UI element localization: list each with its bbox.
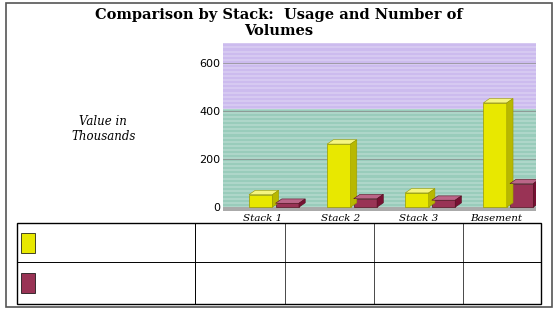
Bar: [223, 191, 536, 195]
Bar: [223, 162, 536, 166]
Bar: [223, 187, 536, 191]
Bar: [223, 195, 536, 199]
Bar: [483, 103, 507, 207]
Bar: [17, 223, 541, 304]
Polygon shape: [249, 190, 278, 195]
Polygon shape: [507, 99, 513, 207]
Bar: [223, 105, 536, 109]
Bar: [223, 68, 536, 72]
Text: Usage, 2000 -- 2001: Usage, 2000 -- 2001: [40, 238, 140, 247]
Bar: [405, 193, 429, 207]
Polygon shape: [429, 188, 435, 207]
Polygon shape: [405, 188, 435, 193]
Bar: [223, 117, 536, 121]
Text: 59.3: 59.3: [406, 237, 431, 248]
Bar: [223, 138, 536, 142]
Bar: [223, 113, 536, 117]
Polygon shape: [350, 140, 357, 207]
Polygon shape: [533, 179, 540, 207]
Bar: [223, 170, 536, 175]
Bar: [432, 200, 455, 207]
Bar: [223, 43, 536, 47]
Bar: [510, 184, 533, 207]
Bar: [223, 80, 536, 84]
Polygon shape: [299, 199, 305, 207]
Bar: [223, 121, 536, 125]
Bar: [223, 60, 536, 64]
Text: # Volumes Surveyed: # Volumes Surveyed: [40, 278, 142, 287]
Bar: [223, 199, 536, 203]
Polygon shape: [455, 196, 461, 207]
Bar: [223, 207, 536, 211]
Bar: [223, 51, 536, 56]
Polygon shape: [354, 194, 383, 199]
Bar: [276, 203, 299, 207]
Bar: [223, 97, 536, 101]
Text: 52.0: 52.0: [228, 237, 252, 248]
Polygon shape: [276, 199, 305, 203]
Text: Comparison by Stack:  Usage and Number of
Volumes: Comparison by Stack: Usage and Number of…: [95, 8, 463, 38]
Bar: [223, 175, 536, 179]
Polygon shape: [483, 99, 513, 103]
Text: 262.0: 262.0: [313, 237, 345, 248]
Bar: [21, 273, 35, 293]
Polygon shape: [377, 194, 383, 207]
Bar: [223, 158, 536, 162]
Polygon shape: [432, 196, 461, 200]
Bar: [354, 199, 377, 207]
Text: 433.0: 433.0: [486, 237, 518, 248]
Polygon shape: [510, 179, 540, 184]
Bar: [223, 47, 536, 51]
Bar: [223, 84, 536, 88]
Bar: [249, 195, 272, 207]
Bar: [21, 232, 35, 253]
Bar: [223, 56, 536, 60]
Bar: [223, 109, 536, 113]
Bar: [223, 203, 536, 207]
Bar: [223, 142, 536, 146]
Bar: [223, 154, 536, 158]
Bar: [223, 129, 536, 134]
Bar: [223, 150, 536, 154]
Text: 16.3: 16.3: [228, 278, 252, 288]
Bar: [223, 146, 536, 150]
Bar: [223, 88, 536, 93]
Polygon shape: [327, 140, 357, 144]
Bar: [327, 144, 350, 207]
Bar: [223, 64, 536, 68]
Bar: [223, 93, 536, 97]
Bar: [223, 125, 536, 129]
Text: 29.0: 29.0: [406, 278, 431, 288]
Bar: [223, 101, 536, 105]
Text: 35.2: 35.2: [317, 278, 341, 288]
Bar: [223, 72, 536, 76]
Bar: [223, 183, 536, 187]
Bar: [223, 76, 536, 80]
Text: Value in
Thousands: Value in Thousands: [71, 115, 136, 143]
Polygon shape: [272, 190, 278, 207]
Text: 98.0: 98.0: [490, 278, 514, 288]
Bar: [223, 179, 536, 183]
Bar: [223, 134, 536, 138]
Bar: [223, 166, 536, 170]
